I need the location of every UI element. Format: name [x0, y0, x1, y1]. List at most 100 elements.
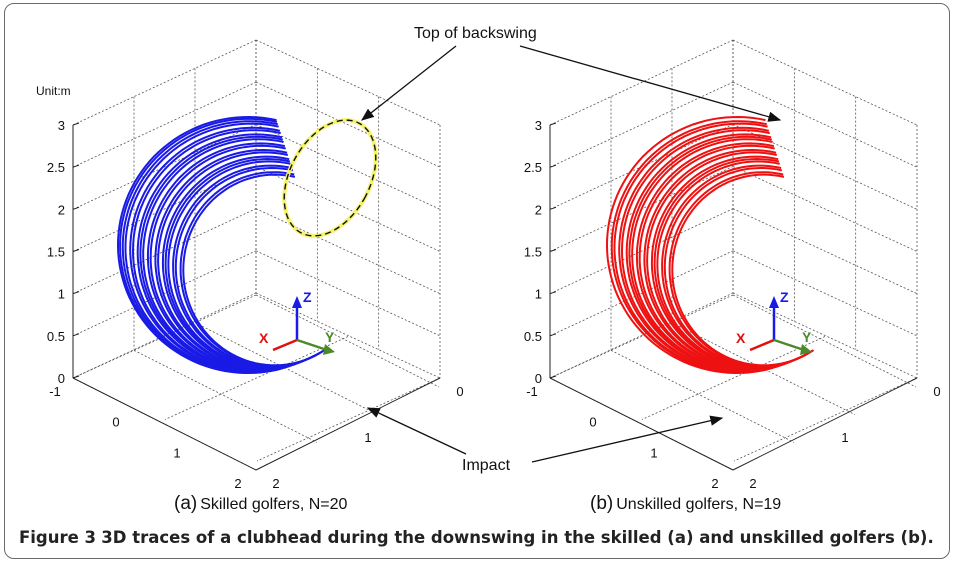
- x-frame-arrow: [749, 338, 775, 352]
- z-tick: [549, 249, 557, 252]
- clubhead-trace: [172, 164, 320, 368]
- grid-line: [72, 81, 257, 168]
- panel-b-label: (b) Unskilled golfers, N=19: [590, 493, 781, 514]
- z-frame-arrowhead: [769, 296, 779, 308]
- clubhead-trace: [161, 155, 314, 369]
- grid-line: [732, 208, 918, 295]
- clubhead-trace: [650, 155, 803, 369]
- clubhead-trace: [119, 117, 281, 374]
- clubhead-trace: [661, 164, 809, 368]
- clubhead-trace: [136, 133, 296, 372]
- right-axis-tick-label: 2: [272, 476, 279, 491]
- z-tick: [549, 291, 557, 295]
- clubhead-trace: [129, 126, 290, 373]
- left-axis-line: [72, 377, 257, 471]
- grid-line: [72, 208, 257, 295]
- z-tick-label: 1.5: [524, 245, 542, 260]
- left-axis-tick-label: -1: [526, 384, 538, 399]
- grid-line: [549, 39, 734, 126]
- left-axis-tick-label: 0: [589, 415, 596, 430]
- clubhead-trace: [167, 160, 318, 369]
- grid-line: [732, 250, 918, 337]
- panel-a-label: (a) Skilled golfers, N=20: [174, 493, 348, 514]
- grid-line: [255, 294, 440, 388]
- clubhead-trace: [625, 133, 785, 372]
- x-frame-label: X: [736, 330, 746, 346]
- z-tick: [549, 375, 557, 379]
- grid-line: [549, 81, 734, 168]
- right-axis-tick-label: 1: [364, 430, 371, 445]
- caption-text: 3D traces of a clubhead during the downs…: [101, 528, 934, 547]
- grid-line: [255, 123, 441, 210]
- z-tick-label: 2.5: [47, 160, 65, 175]
- z-tick: [72, 333, 80, 337]
- clubhead-trace: [643, 148, 798, 370]
- figure-caption: Figure 3 3D traces of a clubhead during …: [19, 528, 934, 547]
- left-axis-tick-label: -1: [49, 384, 61, 399]
- z-tick: [549, 122, 557, 126]
- grid-line: [732, 292, 918, 379]
- grid-line: [733, 377, 918, 462]
- clubhead-trace: [605, 115, 768, 375]
- figure-frame: [4, 3, 950, 559]
- z-tick: [549, 206, 557, 210]
- clubhead-trace: [610, 120, 773, 374]
- z-tick-label: 2: [58, 202, 65, 217]
- grid-line: [641, 336, 826, 420]
- clubhead-trace: [656, 160, 807, 369]
- left-axis-tick-label: 1: [173, 445, 180, 460]
- x-frame-label: X: [259, 330, 269, 346]
- grid-line: [732, 166, 918, 252]
- left-axis-tick-label: 2: [711, 476, 718, 491]
- z-tick-label: 0: [58, 371, 65, 386]
- clubhead-trace: [179, 171, 324, 367]
- right-axis-tick-label: 0: [456, 384, 463, 399]
- grid-line: [72, 39, 257, 126]
- y-frame-label: Y: [802, 329, 812, 345]
- right-axis-line: [255, 377, 441, 471]
- clubhead-trace: [635, 142, 793, 371]
- backswing-arrow-left: [360, 45, 457, 121]
- top-of-backswing-label: Top of backswing: [414, 25, 537, 42]
- z-tick-label: 3: [58, 118, 65, 133]
- grid-line: [732, 294, 917, 388]
- z-frame-arrowhead: [292, 296, 302, 308]
- y-frame-arrow: [773, 338, 805, 352]
- z-frame-label: Z: [780, 289, 789, 305]
- backswing-arrow-right: [519, 45, 782, 122]
- z-tick: [72, 206, 80, 210]
- right-axis-tick-label: 0: [933, 384, 940, 399]
- y-frame-arrowhead: [800, 344, 812, 355]
- z-tick-label: 1.5: [47, 245, 65, 260]
- grid-line: [255, 39, 441, 126]
- grid-line: [72, 250, 257, 337]
- grid-line: [732, 39, 918, 126]
- right-axis-tick-label: 2: [749, 476, 756, 491]
- z-tick: [549, 164, 557, 168]
- right-axis-tick-label: 1: [841, 430, 848, 445]
- grid-line: [164, 336, 349, 420]
- grid-line: [549, 292, 734, 379]
- z-tick: [72, 249, 80, 252]
- figure-label: Figure 3: [19, 528, 97, 547]
- unit-label: Unit:m: [36, 84, 71, 98]
- z-tick-label: 0: [535, 371, 542, 386]
- impact-arrow-right: [531, 415, 724, 463]
- clubhead-trace: [146, 142, 304, 371]
- z-tick-label: 1: [58, 287, 65, 302]
- grid-line: [549, 294, 734, 379]
- backswing-highlight-dash: [283, 119, 377, 237]
- grid-line: [256, 377, 441, 462]
- grid-line: [732, 81, 918, 168]
- left-axis-tick-label: 0: [112, 415, 119, 430]
- impact-label: Impact: [462, 457, 511, 474]
- clubhead-trace: [668, 171, 813, 367]
- z-tick-label: 0.5: [47, 329, 65, 344]
- z-tick: [549, 333, 557, 337]
- z-tick: [72, 291, 80, 295]
- z-frame-label: Z: [303, 289, 312, 305]
- z-tick-label: 1: [535, 287, 542, 302]
